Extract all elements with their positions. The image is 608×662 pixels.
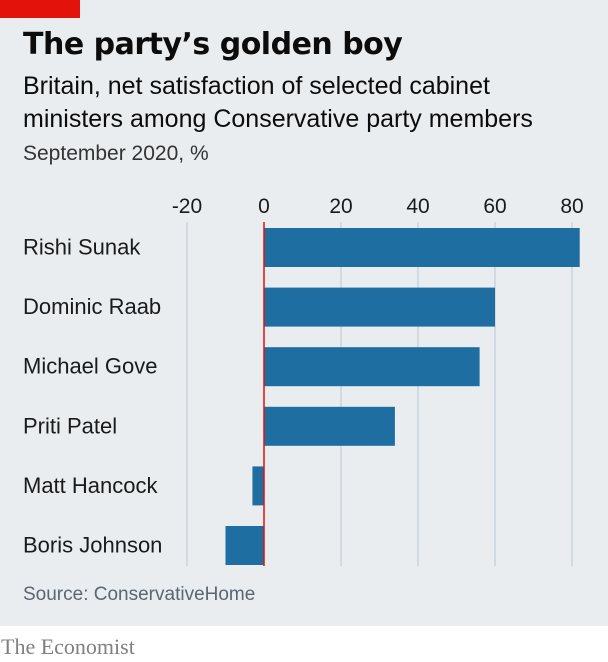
x-tick-label: 40 — [406, 195, 429, 218]
bar-chart: -20 0 20 40 60 80 Rishi Sunak Dominic Raab Micha… — [23, 195, 584, 566]
category-label: Boris Johnson — [23, 533, 162, 558]
bar — [264, 228, 580, 267]
source-note: Source: ConservativeHome — [23, 584, 256, 605]
publisher-logo: The Economist — [1, 634, 135, 659]
category-label: Matt Hancock — [23, 473, 158, 498]
bar — [252, 466, 264, 506]
x-tick-label: -20 — [172, 195, 202, 218]
x-tick-label: 20 — [329, 195, 352, 218]
chart-title: The party’s golden boy — [23, 27, 403, 62]
category-label: Michael Gove — [23, 354, 158, 379]
bar — [264, 347, 480, 387]
x-tick-label: 80 — [560, 195, 583, 218]
bar — [225, 526, 264, 565]
brand-tag — [0, 0, 80, 18]
x-tick-label: 0 — [258, 195, 270, 218]
category-label: Rishi Sunak — [23, 235, 141, 260]
bar — [264, 287, 495, 327]
category-label: Priti Patel — [23, 413, 117, 438]
chart-unit: September 2020, % — [23, 142, 209, 165]
x-tick-label: 60 — [483, 195, 506, 218]
chart-subtitle: Britain, net satisfaction of selected ca… — [23, 72, 533, 133]
bar — [264, 406, 395, 446]
category-label: Dominic Raab — [23, 294, 161, 319]
